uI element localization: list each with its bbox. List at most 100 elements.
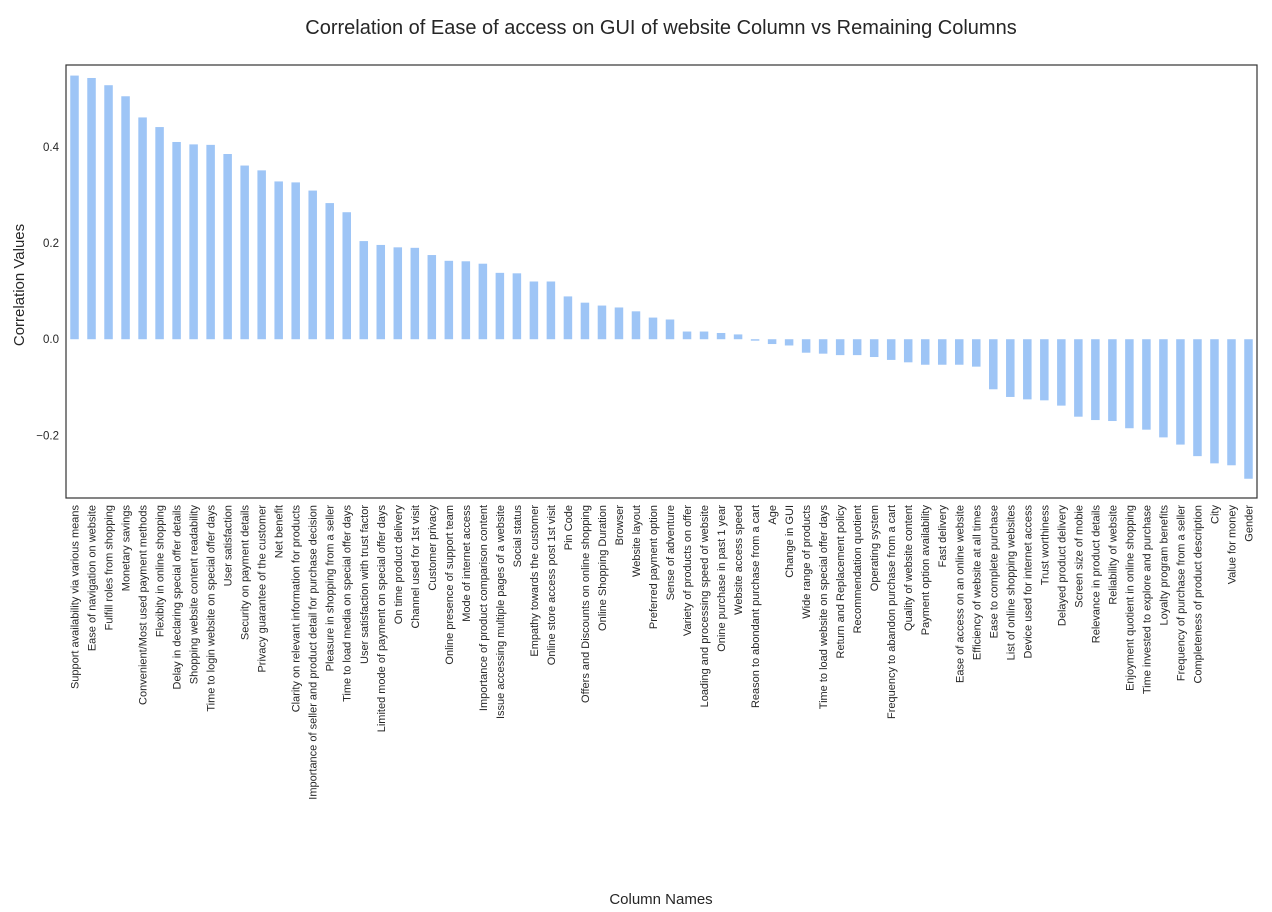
- bar: [342, 212, 351, 340]
- x-tick-label: Reliability of website: [1107, 505, 1119, 605]
- bar: [325, 203, 334, 340]
- x-tick-label: Online presence of support team: [444, 505, 456, 665]
- bar: [1193, 339, 1202, 457]
- bar: [597, 305, 607, 340]
- bar: [461, 261, 471, 340]
- x-tick-label: Quality of website content: [903, 505, 915, 631]
- x-tick-label: Sense of adventure: [665, 505, 677, 600]
- bar: [818, 339, 828, 354]
- x-tick-label: Delay in declaring special offer details: [172, 505, 184, 690]
- bar: [920, 339, 930, 365]
- bar: [903, 339, 913, 363]
- bar: [665, 319, 675, 340]
- x-tick-label: Fulfill roles from shopping: [104, 505, 116, 630]
- bar: [869, 339, 879, 358]
- x-tick-label: Convenient/Most used payment methods: [138, 505, 150, 705]
- x-tick-label: Value for money: [1226, 505, 1238, 585]
- x-tick-label: Time to load website on special offer da…: [818, 505, 830, 710]
- x-tick-label: Flexibity in online shopping: [155, 505, 167, 637]
- x-tick-label: Time invested to explore and purchase: [1141, 505, 1153, 694]
- bar: [648, 317, 658, 340]
- x-tick-label: Payment option availability: [920, 505, 932, 636]
- x-tick-label: Customer privacy: [427, 505, 439, 591]
- x-tick-label: User satisfaction with trust factor: [359, 505, 371, 664]
- x-tick-label: Offers and Discounts on online shopping: [580, 505, 592, 703]
- bar: [155, 127, 164, 340]
- x-tick-label: Loading and processing speed of website: [699, 505, 711, 707]
- bar: [716, 332, 726, 340]
- bar: [359, 241, 369, 340]
- x-tick-label: Limited mode of payment on special offer…: [376, 505, 388, 733]
- x-tick-label: Change in GUI: [784, 505, 796, 578]
- x-tick-label: Security on payment details: [240, 505, 252, 641]
- x-tick-label: Fast delivery: [937, 505, 949, 568]
- x-tick-label: Online Shopping Duration: [597, 505, 609, 631]
- x-tick-label: Importance of product comparison content: [478, 505, 490, 711]
- bar: [614, 307, 624, 340]
- bar: [70, 75, 79, 340]
- bar: [1074, 339, 1083, 417]
- x-tick-label: Website layout: [631, 505, 643, 577]
- x-tick-label: Age: [767, 505, 779, 525]
- x-tick-label: Online store access post 1st visit: [546, 505, 558, 665]
- bar: [1108, 339, 1117, 422]
- bar: [1159, 339, 1168, 438]
- bar: [104, 85, 113, 340]
- x-tick-label: Net benefit: [274, 505, 286, 558]
- x-tick-label: Monetary savings: [121, 505, 133, 592]
- x-tick-label: Browser: [614, 505, 626, 546]
- y-tick-label: 0.2: [43, 238, 59, 250]
- x-tick-label: Operating system: [869, 505, 881, 591]
- x-tick-label: Mode of internet access: [461, 505, 473, 622]
- bar: [631, 311, 641, 340]
- bar: [121, 96, 130, 340]
- bar: [955, 339, 964, 365]
- bar: [393, 247, 403, 340]
- bar: [580, 302, 590, 340]
- x-tick-label: Ease of access on an online website: [954, 505, 966, 683]
- bar: [240, 165, 249, 340]
- bar: [1091, 339, 1100, 421]
- x-tick-label: Support availability via various means: [70, 505, 82, 690]
- bar: [87, 77, 96, 340]
- x-tick-label: Channel used for 1st visit: [410, 505, 422, 629]
- x-tick-label: Variety of products on offer: [682, 505, 694, 636]
- bar: [1023, 339, 1032, 400]
- bar: [546, 281, 556, 340]
- bar: [989, 339, 998, 390]
- x-tick-label: Efficiency of website at all times: [971, 505, 983, 661]
- bar: [1142, 339, 1151, 430]
- bar: [1125, 339, 1134, 429]
- plot-frame: [65, 64, 1258, 499]
- x-tick-label: List of online shopping websites: [1005, 505, 1017, 661]
- x-tick-label: Importance of seller and product detail …: [308, 505, 320, 800]
- bar: [1176, 339, 1185, 445]
- bar: [172, 141, 181, 340]
- bar: [852, 339, 862, 356]
- x-axis-label: Column Names: [609, 891, 712, 908]
- x-tick-label: Time to load media on special offer days: [342, 505, 354, 702]
- bar: [308, 190, 317, 340]
- bar: [784, 339, 794, 346]
- x-tick-label: Return and Replacement policy: [835, 505, 847, 659]
- x-tick-label: Enjoyment quotient in online shopping: [1124, 505, 1136, 691]
- bar: [972, 339, 981, 367]
- x-tick-label: Trust worthiness: [1039, 505, 1051, 586]
- x-tick-label: City: [1209, 505, 1221, 524]
- x-tick-label: Pin Code: [563, 505, 575, 550]
- bar: [682, 331, 692, 340]
- x-tick-label: Clarity on relevant information for prod…: [291, 505, 303, 713]
- bar: [699, 331, 709, 340]
- x-tick-label: Frequency to abandon purchase from a car…: [886, 505, 898, 719]
- x-tick-label: Ease of navigation on website: [87, 505, 99, 651]
- bar: [563, 296, 573, 340]
- x-tick-label: Empathy towards the customer: [529, 505, 541, 657]
- bar: [291, 182, 300, 340]
- x-tick-label: Recommendation quotient: [852, 505, 864, 633]
- bar: [835, 339, 845, 356]
- x-tick-label: Loyalty program benefits: [1158, 505, 1170, 626]
- x-tick-label: Issue accessing multiple pages of a webs…: [495, 505, 507, 719]
- x-tick-label: Privacy guarantee of the customer: [257, 505, 269, 673]
- x-tick-label: Delayed product delivery: [1056, 505, 1068, 627]
